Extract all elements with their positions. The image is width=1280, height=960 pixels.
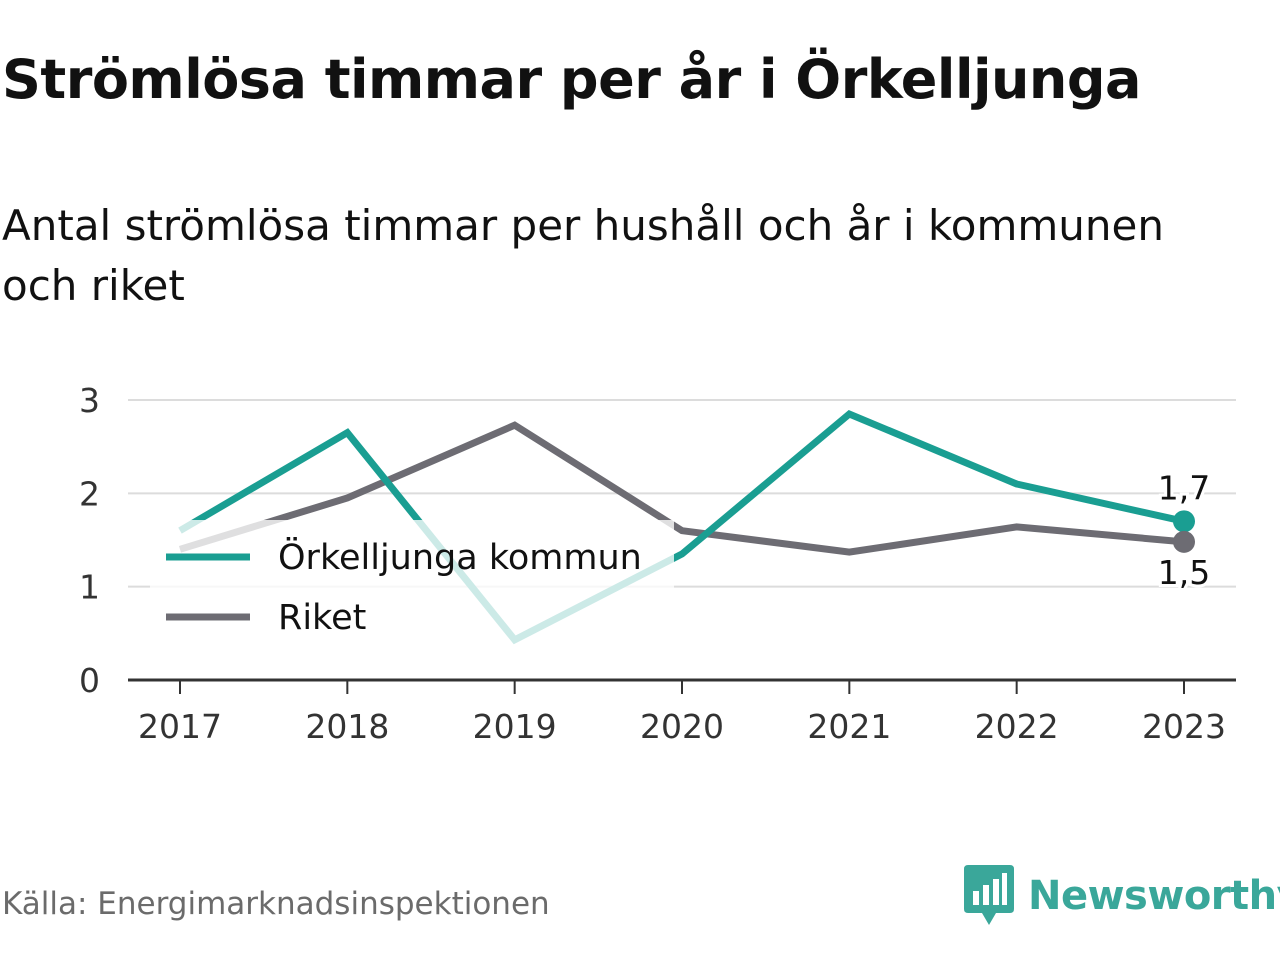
series-line-1 xyxy=(178,421,1185,556)
end-markers: 1,7 1,5 xyxy=(1155,465,1213,595)
legend-background xyxy=(150,520,674,652)
line-chart: 0 1 2 3 2017 2018 2019 2020 2021 2022 2023 Örkell… xyxy=(79,381,1236,746)
legend-label: Riket xyxy=(278,598,366,638)
legend: Örkelljunga kommun Riket xyxy=(150,520,674,652)
brand-name: Newsworthy xyxy=(1028,873,1280,919)
series-lines xyxy=(178,409,1185,645)
y-tick-label: 1 xyxy=(79,568,100,607)
end-value-label: 1,7 xyxy=(1158,468,1210,507)
y-tick-label: 0 xyxy=(79,661,100,700)
x-tick-label: 2023 xyxy=(1142,707,1226,746)
y-axis: 0 1 2 3 xyxy=(79,381,100,700)
end-point-marker xyxy=(1173,510,1195,533)
x-tick-label: 2019 xyxy=(473,707,557,746)
x-tick-label: 2021 xyxy=(807,707,891,746)
x-tick-label: 2018 xyxy=(305,707,389,746)
brand-logo: Newsworthy xyxy=(964,864,1280,928)
y-tick-label: 2 xyxy=(79,474,100,513)
bar-chart-speech-bubble-icon xyxy=(964,865,1014,925)
x-tick-label: 2017 xyxy=(138,707,222,746)
series-line-0 xyxy=(178,409,1185,645)
legend-label: Örkelljunga kommun xyxy=(278,536,642,578)
end-point-marker xyxy=(1173,530,1195,553)
x-axis: 2017 2018 2019 2020 2021 2022 2023 xyxy=(128,678,1236,746)
y-tick-label: 3 xyxy=(79,381,100,420)
x-tick-label: 2020 xyxy=(640,707,724,746)
end-value-label: 1,5 xyxy=(1158,553,1210,592)
source-note: Källa: Energimarknadsinspektionen xyxy=(2,886,550,922)
x-tick-label: 2022 xyxy=(975,707,1059,746)
chart-title: Strömlösa timmar per år i Örkelljunga xyxy=(2,48,1141,111)
chart-subtitle: Antal strömlösa timmar per hushåll och å… xyxy=(2,201,1164,310)
